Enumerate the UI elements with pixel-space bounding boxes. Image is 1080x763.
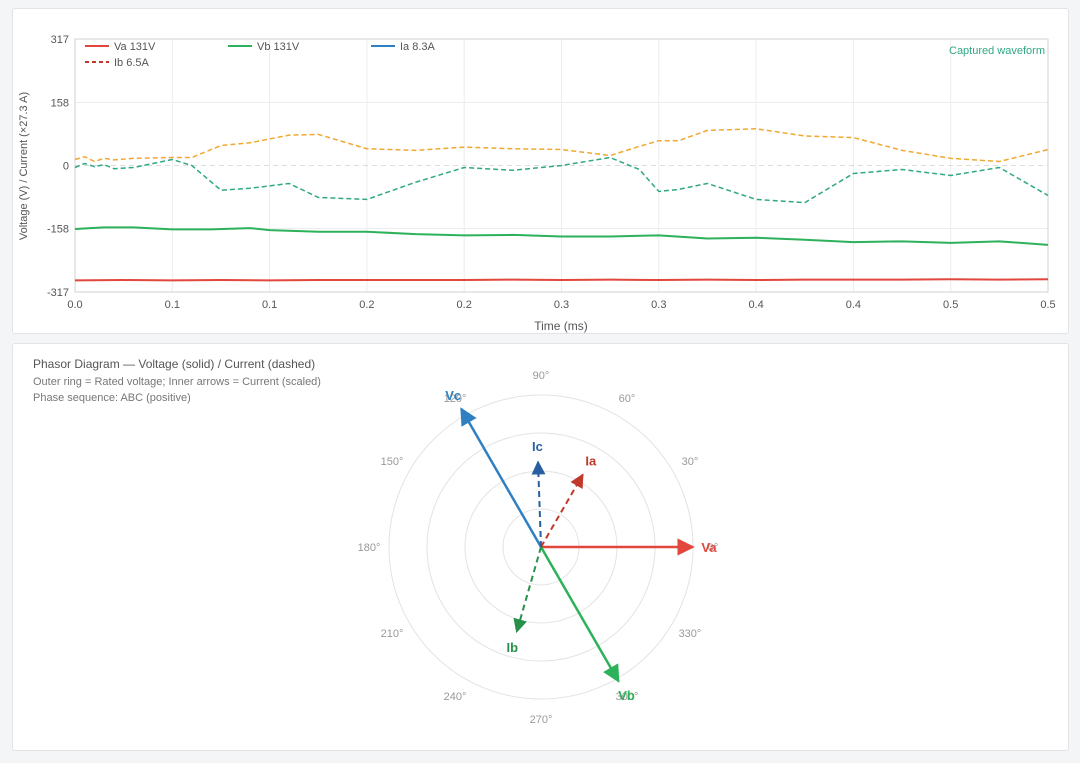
legend-label: Ib 6.5A	[114, 57, 150, 69]
phasor-arrow-ib	[513, 546, 542, 634]
waveform-chart: 317 158 0 -158 -317 0.0 0.1 0.1 0.2 0.2 0.3 0.3 0.4…	[18, 34, 1056, 333]
y-tick-label: -317	[47, 287, 69, 299]
angle-label: 270°	[530, 714, 553, 726]
phasor-label-ic: Ic	[532, 439, 543, 454]
angle-label: 210°	[381, 628, 404, 640]
x-tick-label: 0.3	[554, 299, 569, 311]
y-tick-label: 0	[63, 161, 69, 173]
y-axis-label: Voltage (V) / Current (×27.3 A)	[18, 92, 30, 240]
x-axis-label: Time (ms)	[534, 319, 588, 333]
series-line-3	[74, 156, 1049, 204]
angle-label: 120°	[444, 393, 467, 405]
plot-frame	[74, 38, 1049, 293]
angle-label: 0°	[708, 542, 719, 554]
phasor-label-vb: Vb	[618, 688, 635, 703]
legend-label: Vb 131V	[257, 41, 300, 53]
angle-label: 330°	[679, 628, 702, 640]
phasor-arrow-ia	[540, 473, 584, 548]
x-tick-label: 0.4	[748, 299, 763, 311]
phasor-label-vc: Vc	[445, 388, 461, 403]
x-tick-label: 0.4	[846, 299, 861, 311]
series-line-1	[74, 226, 1049, 246]
y-tick-label: 317	[51, 34, 69, 46]
x-tick-label: 0.5	[943, 299, 958, 311]
legend-label: Va 131V	[114, 41, 156, 53]
phasor-label-va: Va	[701, 540, 717, 555]
angle-label: 90°	[533, 370, 550, 382]
angle-label: 60°	[619, 393, 636, 405]
phasor-chart: Phasor Diagram — Voltage (solid) / Curre…	[33, 357, 719, 726]
x-tick-label: 0.5	[1040, 299, 1055, 311]
angle-label: 30°	[682, 456, 699, 468]
angle-label: 180°	[358, 542, 381, 554]
waveform-annotation: Captured waveform	[949, 45, 1045, 57]
phasor-subtitle-1: Outer ring = Rated voltage; Inner arrows…	[33, 376, 321, 388]
x-tick-label: 0.0	[67, 299, 82, 311]
x-tick-label: 0.3	[651, 299, 666, 311]
angle-label: 150°	[381, 456, 404, 468]
x-tick-label: 0.2	[457, 299, 472, 311]
legend-label: Ia 8.3A	[400, 41, 436, 53]
y-tick-label: 158	[51, 97, 69, 109]
phasor-arrow-ic	[531, 460, 546, 548]
x-tick-label: 0.2	[359, 299, 374, 311]
y-tick-label: -158	[47, 224, 69, 236]
waveform-panel: 317 158 0 -158 -317 0.0 0.1 0.1 0.2 0.2 0.3 0.3 0.4…	[12, 8, 1069, 334]
x-tick-label: 0.1	[165, 299, 180, 311]
phasor-subtitle-2: Phase sequence: ABC (positive)	[33, 392, 191, 404]
series-line-2	[74, 128, 1049, 163]
angle-label: 300°	[616, 691, 639, 703]
phasor-panel: Phasor Diagram — Voltage (solid) / Curre…	[12, 343, 1069, 751]
phasor-label-ib: Ib	[507, 640, 519, 655]
angle-label: 240°	[444, 691, 467, 703]
phasor-title: Phasor Diagram — Voltage (solid) / Curre…	[33, 357, 315, 371]
phasor-label-ia: Ia	[585, 454, 597, 469]
phasor-arrow-vb	[539, 546, 620, 683]
x-tick-label: 0.1	[262, 299, 277, 311]
phasor-arrow-vc	[460, 407, 543, 548]
series-line-0	[74, 278, 1049, 282]
